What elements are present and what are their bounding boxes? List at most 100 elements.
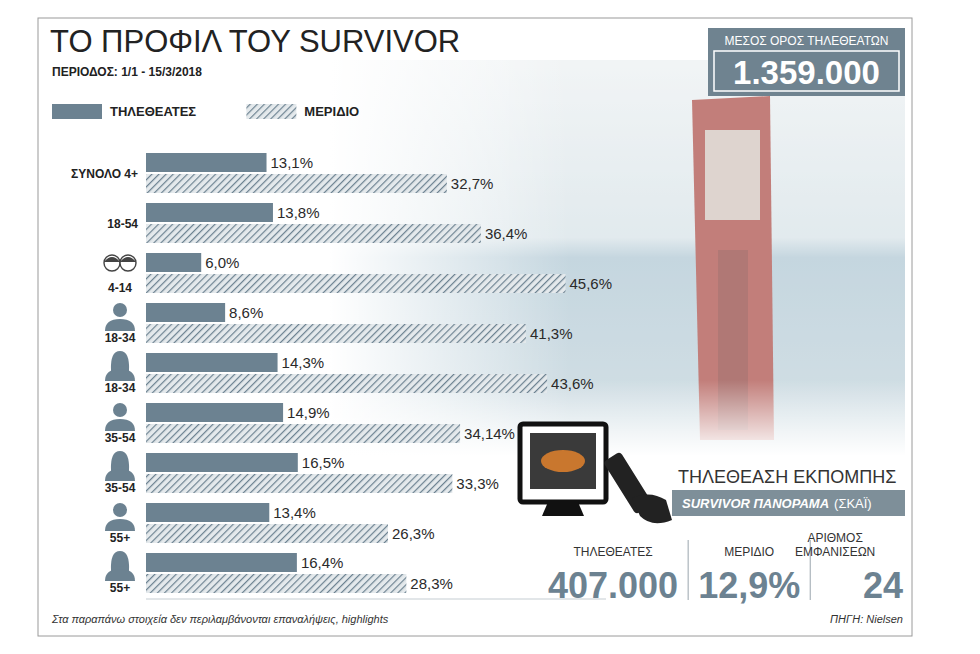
category-label: 55+ [110,581,130,595]
source: ΠΗΓΗ: Nielsen [830,613,903,625]
title: ΤΟ ΠΡΟΦΙΛ ΤΟΥ SURVIVOR [50,24,460,59]
data-label: 32,7% [451,175,494,192]
bar [146,153,267,172]
category-icon [105,351,135,381]
hair [111,451,129,471]
bar [146,203,273,222]
stat-label-line: ΤΗΛΕΘΕΑΤΕΣ [573,545,652,559]
stat-value: 24 [863,565,903,606]
bar [146,574,406,593]
bar [146,424,460,443]
tv-stand [542,502,584,516]
shoulders [105,419,135,431]
legend-label: ΤΗΛΕΘΕΑΤΕΣ [110,104,196,119]
bar [146,224,481,243]
data-label: 16,4% [301,554,344,571]
data-label: 45,6% [570,275,613,292]
totem-face [705,130,760,220]
bars [146,153,566,593]
bar [146,453,298,472]
category-icon [105,451,135,481]
show-panel: ΤΗΛΕΘΕΑΣΗ ΕΚΠΟΜΠΗΣ SURVIVOR ΠΑΝΟΡΑΜΑ(ΣΚΑΪ… [548,467,905,606]
hair [111,351,129,371]
tv-body [520,424,606,502]
category-label: 18-34 [105,331,136,345]
shoulders [105,319,135,331]
shoulders [105,469,135,481]
category-label: 35-54 [105,481,136,495]
stat-value: 407.000 [548,565,678,606]
bar [146,374,547,393]
average-box: ΜΕΣΟΣ ΟΡΟΣ ΤΗΛΕΘΕΑΤΩΝ1.359.000 [708,28,905,96]
data-label: 13,8% [277,204,320,221]
shoulders [105,369,135,381]
category-labels: ΣΥΝΟΛΟ 4+18-544-1418-3418-3435-5435-5455… [71,167,138,595]
legend: ΤΗΛΕΘΕΑΤΕΣ ΜΕΡΙΔΙΟ [52,104,359,119]
hand [632,494,672,523]
category-icon [104,255,136,271]
legend-swatch [52,104,102,119]
hair [111,551,129,571]
data-label: 34,14% [464,425,515,442]
panel-channel: (ΣΚΑΪ) [834,496,872,511]
bar [146,353,278,372]
bar [146,553,297,572]
bar [146,474,452,493]
bar [146,403,283,422]
data-label: 36,4% [485,225,528,242]
category-icon [105,303,135,331]
photo-backdrop [330,60,905,455]
tv-icon [520,424,672,523]
head [113,453,127,467]
shoulders [105,569,135,581]
data-label: 28,3% [410,575,453,592]
panel-program-line: SURVIVOR ΠΑΝΟΡΑΜΑ(ΣΚΑΪ) [682,496,872,511]
page: {"chart_data": {"type": "bar", "orientat… [0,0,980,654]
category-label: 18-34 [105,381,136,395]
kid-hair [104,257,120,262]
sky-sea [330,60,905,455]
legend-swatch [246,104,296,119]
head [113,353,127,367]
average-box-bg [708,28,905,96]
axis-line [146,599,606,600]
category-label: 35-54 [105,431,136,445]
head [113,553,127,567]
kid-hair [120,257,136,262]
data-label: 26,3% [392,525,435,542]
bar [146,274,566,293]
head [113,503,127,517]
data-label: 41,3% [530,325,573,342]
stat-label: ΜΕΡΙΔΙΟ [724,545,774,559]
stats: 407.000 ΤΗΛΕΘΕΑΤΕΣ 12,9% ΜΕΡΙΔΙΟ 24 ΑΡΙΘΜΟΣΕΜ… [548,531,903,606]
head [113,403,127,417]
tv-screen [530,433,596,489]
data-label: 8,6% [229,304,263,321]
category-label: 4-14 [108,281,132,295]
stat-value: 12,9% [698,565,800,606]
average-inner-frame [714,51,899,91]
bar [146,253,201,272]
kid-face [120,255,136,271]
bar [146,324,526,343]
data-labels: 13,1%32,7%13,8%36,4%6,0%45,6%8,6%41,3%14… [205,154,612,592]
data-label: 16,5% [302,454,345,471]
panel-title: ΤΗΛΕΘΕΑΣΗ ΕΚΠΟΜΠΗΣ [678,467,896,487]
stat-label: ΤΗΛΕΘΕΑΤΕΣ [573,545,652,559]
average-label: ΜΕΣΟΣ ΟΡΟΣ ΤΗΛΕΘΕΑΤΩΝ [725,34,889,48]
bar [146,503,269,522]
category-label: 18-54 [107,217,138,231]
data-label: 14,3% [282,354,325,371]
frame [38,18,912,636]
panel-band [672,490,905,516]
bar [146,524,388,543]
category-icon [105,403,135,431]
footnote: Στα παραπάνω στοιχεία δεν περιλαμβάνοντα… [51,613,389,626]
head [113,303,127,317]
data-label: 14,9% [287,404,330,421]
data-label: 6,0% [205,254,239,271]
stat-label-line: ΜΕΡΙΔΙΟ [724,545,774,559]
stat-label: ΑΡΙΘΜΟΣΕΜΦΑΝΙΣΕΩΝ [795,531,875,559]
legend-label: ΜΕΡΙΔΙΟ [304,104,359,119]
bar [146,174,447,193]
